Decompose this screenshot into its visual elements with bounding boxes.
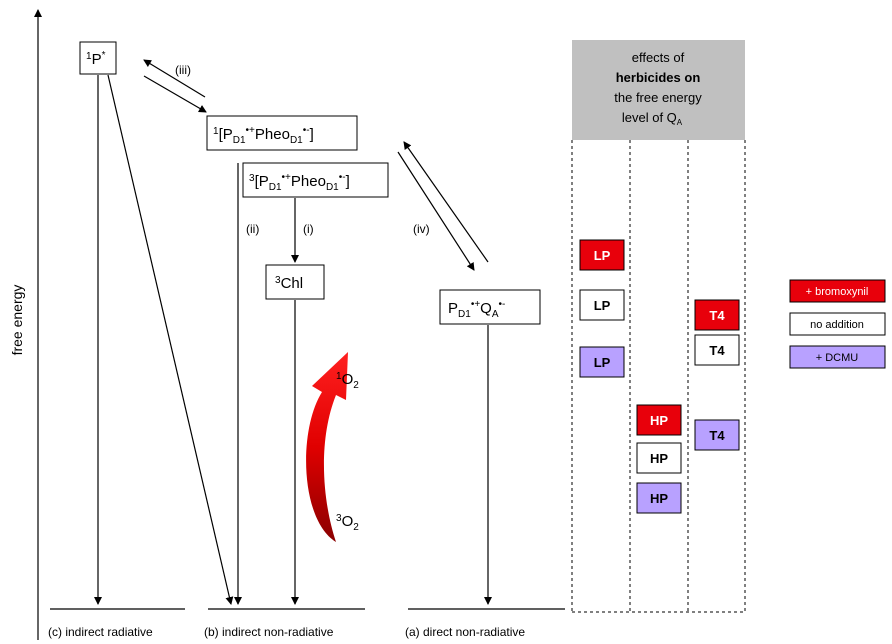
effect-label: LP <box>594 248 611 263</box>
legend: + bromoxynil no addition + DCMU <box>790 280 885 368</box>
arrow <box>108 75 231 604</box>
axis-label: free energy <box>9 285 25 356</box>
effect-label: LP <box>594 355 611 370</box>
header-line: the free energy <box>614 90 702 105</box>
arrow <box>404 142 488 262</box>
pathway-label: (b) indirect non-radiative <box>204 625 334 639</box>
effect-label: LP <box>594 298 611 313</box>
header-line: effects of <box>632 50 685 65</box>
effect-boxes: LP LP LP HP HP HP T4 T4 T4 <box>580 240 739 513</box>
effect-label: HP <box>650 451 668 466</box>
step-label: (i) <box>303 222 314 236</box>
legend-label: + DCMU <box>816 352 859 364</box>
pathway-label: (c) indirect radiative <box>48 625 153 639</box>
effect-label: HP <box>650 491 668 506</box>
step-label: (ii) <box>246 222 259 236</box>
step-label: (iii) <box>175 63 191 77</box>
diagram: free energy (c) indirect radiative (b) i… <box>0 0 892 644</box>
arrow <box>144 76 206 112</box>
pathway-label: (a) direct non-radiative <box>405 625 525 639</box>
effect-label: HP <box>650 413 668 428</box>
header-line: level of QA <box>622 110 683 127</box>
species-label: 3O2 <box>336 513 359 533</box>
effect-label: T4 <box>709 308 725 323</box>
legend-label: + bromoxynil <box>806 286 869 298</box>
effect-label: T4 <box>709 343 725 358</box>
step-label: (iv) <box>413 222 430 236</box>
arrow <box>398 152 474 270</box>
effect-label: T4 <box>709 428 725 443</box>
legend-label: no addition <box>810 319 864 331</box>
header-line: herbicides on <box>616 70 701 85</box>
